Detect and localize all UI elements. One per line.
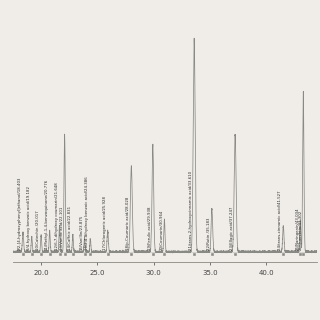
Text: 21/trans-2-hydroxycinnamic acid/33.610: 21/trans-2-hydroxycinnamic acid/33.610 [189, 171, 193, 250]
Text: 24/trans-cinnamic acid/41.527: 24/trans-cinnamic acid/41.527 [278, 190, 283, 250]
Text: 23/Ellagic acid/37.247: 23/Ellagic acid/37.247 [230, 206, 234, 250]
Text: 19/Ferulic acid/29.938: 19/Ferulic acid/29.938 [148, 206, 152, 250]
Text: 8/2-[4-hydroxyphenyl]ethanol/18.403: 8/2-[4-hydroxyphenyl]ethanol/18.403 [18, 176, 22, 250]
Text: 25/Naringenin/43.034: 25/Naringenin/43.034 [295, 207, 300, 250]
Text: 10/Catechin /20.017: 10/Catechin /20.017 [36, 210, 40, 250]
Text: 18/p-Coumaric acid/28.028: 18/p-Coumaric acid/28.028 [126, 196, 131, 250]
Text: 20/Coumarin/30.964: 20/Coumarin/30.964 [159, 209, 164, 250]
Text: 17/Chlorogenic acid/25.928: 17/Chlorogenic acid/25.928 [103, 196, 107, 250]
Text: 22/Rutin /35.183: 22/Rutin /35.183 [207, 217, 211, 250]
Text: 13/Vanilic acid/22.101: 13/Vanilic acid/22.101 [60, 206, 64, 250]
Text: 16/2,4-dihydroxy benzoic acid/24.386: 16/2,4-dihydroxy benzoic acid/24.386 [85, 176, 89, 250]
Text: 12/6,7-dihydroxy coumarin/21.648: 12/6,7-dihydroxy coumarin/21.648 [55, 182, 59, 250]
Text: 11/Methyl-1,4-benzoquinone/20.776: 11/Methyl-1,4-benzoquinone/20.776 [45, 179, 49, 250]
Text: 15/Vanillin/23.875: 15/Vanillin/23.875 [80, 214, 84, 250]
Text: 26/Quercetin/43.302: 26/Quercetin/43.302 [299, 209, 302, 250]
Text: 9/4-hydroxy benzoic acid/19.182: 9/4-hydroxy benzoic acid/19.182 [27, 186, 31, 250]
Text: 14/Caffeic acid/22.831: 14/Caffeic acid/22.831 [68, 205, 72, 250]
